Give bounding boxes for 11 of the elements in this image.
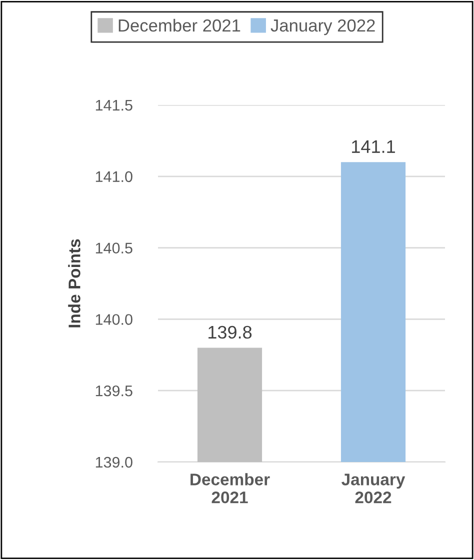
data-label: 141.1 [352, 140, 395, 153]
y-tick-label: 141.0 [96, 171, 132, 182]
legend-label: January 2022 [270, 19, 375, 36]
y-tick-label: 140.0 [96, 314, 132, 325]
y-tick-label: 139.5 [96, 385, 132, 396]
y-tick-label: 139.0 [96, 456, 132, 468]
data-label: 139.8 [208, 326, 252, 339]
legend-label: December 2021 [118, 18, 240, 32]
y-tick-label: 140.5 [96, 242, 132, 254]
y-tick-label: 141.5 [96, 100, 132, 111]
y-axis-title: Inde Points [68, 239, 80, 328]
